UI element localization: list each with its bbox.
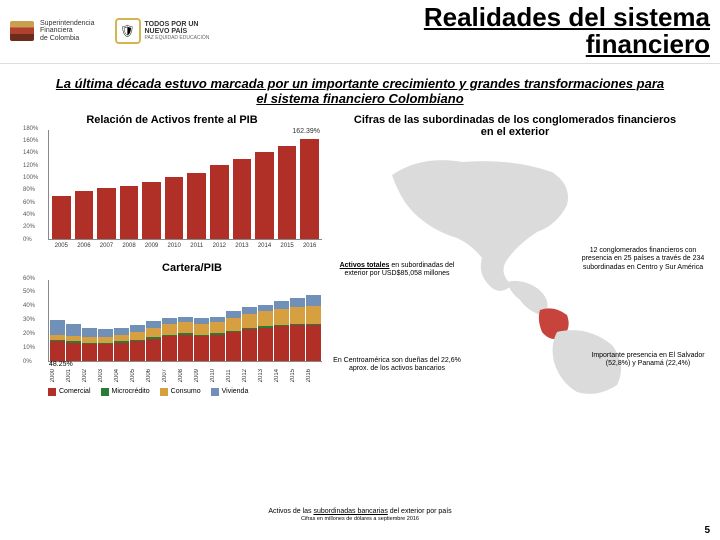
chart2-legend: Comercial Microcrédito Consumo Vivienda [48, 388, 322, 396]
stacked-bar [210, 317, 225, 361]
bar [255, 152, 274, 239]
left-column: Relación de Activos frente al PIB 180%16… [22, 114, 322, 462]
stacked-bar [274, 301, 289, 361]
nuevo-sub: PAZ EQUIDAD EDUCACIÓN [145, 35, 210, 41]
bar [165, 177, 184, 238]
bar [52, 196, 71, 239]
bar [233, 159, 252, 238]
sfc-text: Superintendencia Financiera de Colombia [40, 20, 95, 43]
stacked-bar [242, 307, 257, 360]
bar [97, 188, 116, 238]
stacked-bar [82, 328, 97, 361]
bar [187, 173, 206, 239]
stacked-bar [194, 318, 209, 360]
nuevo-text: TODOS POR UN NUEVO PAÍS [145, 21, 210, 35]
stacked-bar [290, 298, 305, 361]
map-note-3: En Centroamérica son dueñas del 22,6% ap… [332, 357, 462, 375]
map-note-4: Importante presencia en El Salvador (52,… [588, 352, 708, 370]
chart1-title: Relación de Activos frente al PIB [22, 114, 322, 126]
legend-item: Comercial [48, 388, 91, 396]
right-column: Cifras de las subordinadas de los conglo… [332, 114, 698, 462]
stacked-bar [178, 317, 193, 361]
bar [120, 186, 139, 239]
stacked-bar [226, 311, 241, 360]
stacked-bar [98, 329, 113, 360]
stacked-bar [50, 320, 65, 361]
subtitle: La última década estuvo marcada por un i… [52, 76, 668, 106]
shield-icon: 🛡 [115, 18, 141, 44]
header: Superintendencia Financiera de Colombia … [0, 0, 720, 64]
bar [75, 191, 94, 239]
stacked-bar [146, 321, 161, 361]
stacked-bar [306, 295, 321, 361]
page-title: Realidades del sistema financiero [424, 4, 710, 59]
sfc-bars-icon [10, 21, 34, 41]
bar [142, 182, 161, 238]
map-note-1: Activos totales en subordinadas del exte… [332, 262, 462, 280]
chart2-title: Cartera/PIB [62, 262, 322, 274]
legend-item: Vivienda [211, 388, 249, 396]
logo-sfc: Superintendencia Financiera de Colombia [10, 20, 95, 43]
map-note-2: 12 conglomerados financieros con presenc… [578, 247, 708, 273]
map-area: Activos totales en subordinadas del exte… [332, 142, 698, 462]
bar [278, 146, 297, 238]
logo-nuevo-pais: 🛡 TODOS POR UN NUEVO PAÍS PAZ EQUIDAD ED… [115, 18, 210, 44]
stacked-bar [114, 328, 129, 361]
map-title: Cifras de las subordinadas de los conglo… [352, 114, 678, 138]
stacked-bar [66, 324, 81, 361]
stacked-bar [130, 325, 145, 361]
content: La última década estuvo marcada por un i… [0, 64, 720, 462]
chart2-callout: 48.25% [49, 361, 322, 368]
stacked-bar [162, 318, 177, 360]
legend-item: Microcrédito [101, 388, 150, 396]
legend-item: Consumo [160, 388, 201, 396]
stacked-bar [258, 305, 273, 361]
chart1-callout: 162.39% [292, 128, 320, 135]
footnote: Activos de las subordinadas bancarias de… [0, 508, 720, 522]
bar [300, 139, 319, 238]
chart2: 60%50%40%30%20%10%0% 2000200120022003200… [48, 280, 322, 362]
chart1: 180%160%140%120%100%80%60%40%20%0% 20052… [48, 130, 322, 240]
page-number: 5 [704, 525, 710, 536]
bar [210, 165, 229, 238]
